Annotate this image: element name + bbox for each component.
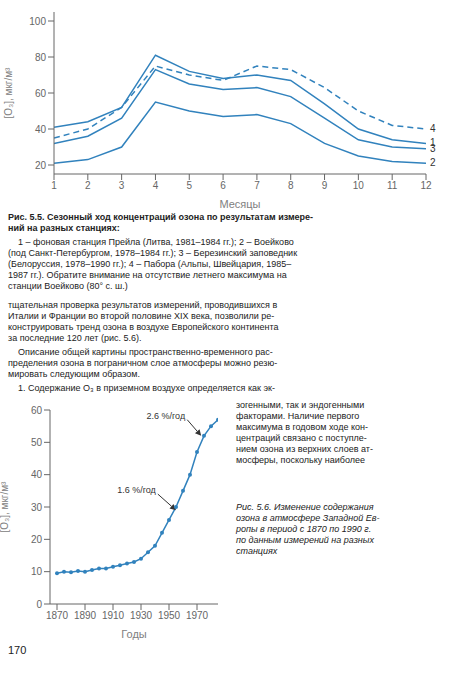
svg-text:1870: 1870 [46,610,69,621]
svg-text:0: 0 [36,599,42,610]
svg-text:Годы: Годы [121,628,147,640]
svg-text:2: 2 [85,180,91,191]
svg-text:Месяцы: Месяцы [219,198,260,210]
svg-text:3: 3 [430,143,436,154]
svg-text:4: 4 [153,180,159,191]
svg-text:1930: 1930 [130,610,153,621]
svg-text:40: 40 [35,124,47,135]
svg-text:12: 12 [420,180,432,191]
svg-text:1970: 1970 [186,610,209,621]
svg-text:60: 60 [31,405,43,416]
svg-text:4: 4 [430,123,436,134]
svg-text:80: 80 [35,52,47,63]
html-text:170: 170 [8,644,27,656]
html-text:зогенными, так и эндогенными ф: зогенными, так и эндогенными факторами. … [236,400,373,465]
svg-text:[O₃], мкг/м³: [O₃], мкг/м³ [8,67,14,119]
svg-text:1890: 1890 [74,610,97,621]
svg-text:10: 10 [353,180,365,191]
svg-text:2.6 %/год: 2.6 %/год [147,411,186,421]
svg-text:1910: 1910 [102,610,125,621]
svg-text:1950: 1950 [158,610,181,621]
html-text:1. Содержание O₃ в приземном в: 1. Содержание O₃ в приземном воздухе опр… [8,383,275,393]
html-text:Описание общей картины простра: Описание общей картины пространственно-в… [8,347,278,379]
svg-text:20: 20 [35,160,47,171]
svg-text:50: 50 [31,437,43,448]
svg-text:7: 7 [254,180,260,191]
svg-text:20: 20 [31,534,43,545]
html-text:Рис. 5.5. Сезонный ход концент: Рис. 5.5. Сезонный ход концентраций озон… [8,212,314,233]
html-text:1 – фоновая станция Прейла (Ли: 1 – фоновая станция Прейла (Литва, 1981–… [8,237,298,291]
svg-text:60: 60 [35,88,47,99]
svg-text:[O₃], мкг/м³: [O₃], мкг/м³ [8,481,10,533]
svg-text:8: 8 [288,180,294,191]
svg-text:40: 40 [31,469,43,480]
svg-text:6: 6 [220,180,226,191]
svg-text:9: 9 [322,180,328,191]
svg-text:1.6 %/год: 1.6 %/год [117,485,156,495]
svg-text:11: 11 [387,180,398,191]
svg-text:2: 2 [430,157,436,168]
svg-text:3: 3 [119,180,125,191]
svg-text:30: 30 [31,502,43,513]
html-text:тщательная проверка результато: тщательная проверка результатов измерени… [8,300,279,343]
svg-text:5: 5 [186,180,192,191]
svg-text:10: 10 [31,566,43,577]
svg-text:100: 100 [29,16,46,27]
svg-text:1: 1 [51,180,57,191]
html-text:Рис. 5.6. Изменение содержания: Рис. 5.6. Изменение содержания озона в а… [236,502,380,556]
